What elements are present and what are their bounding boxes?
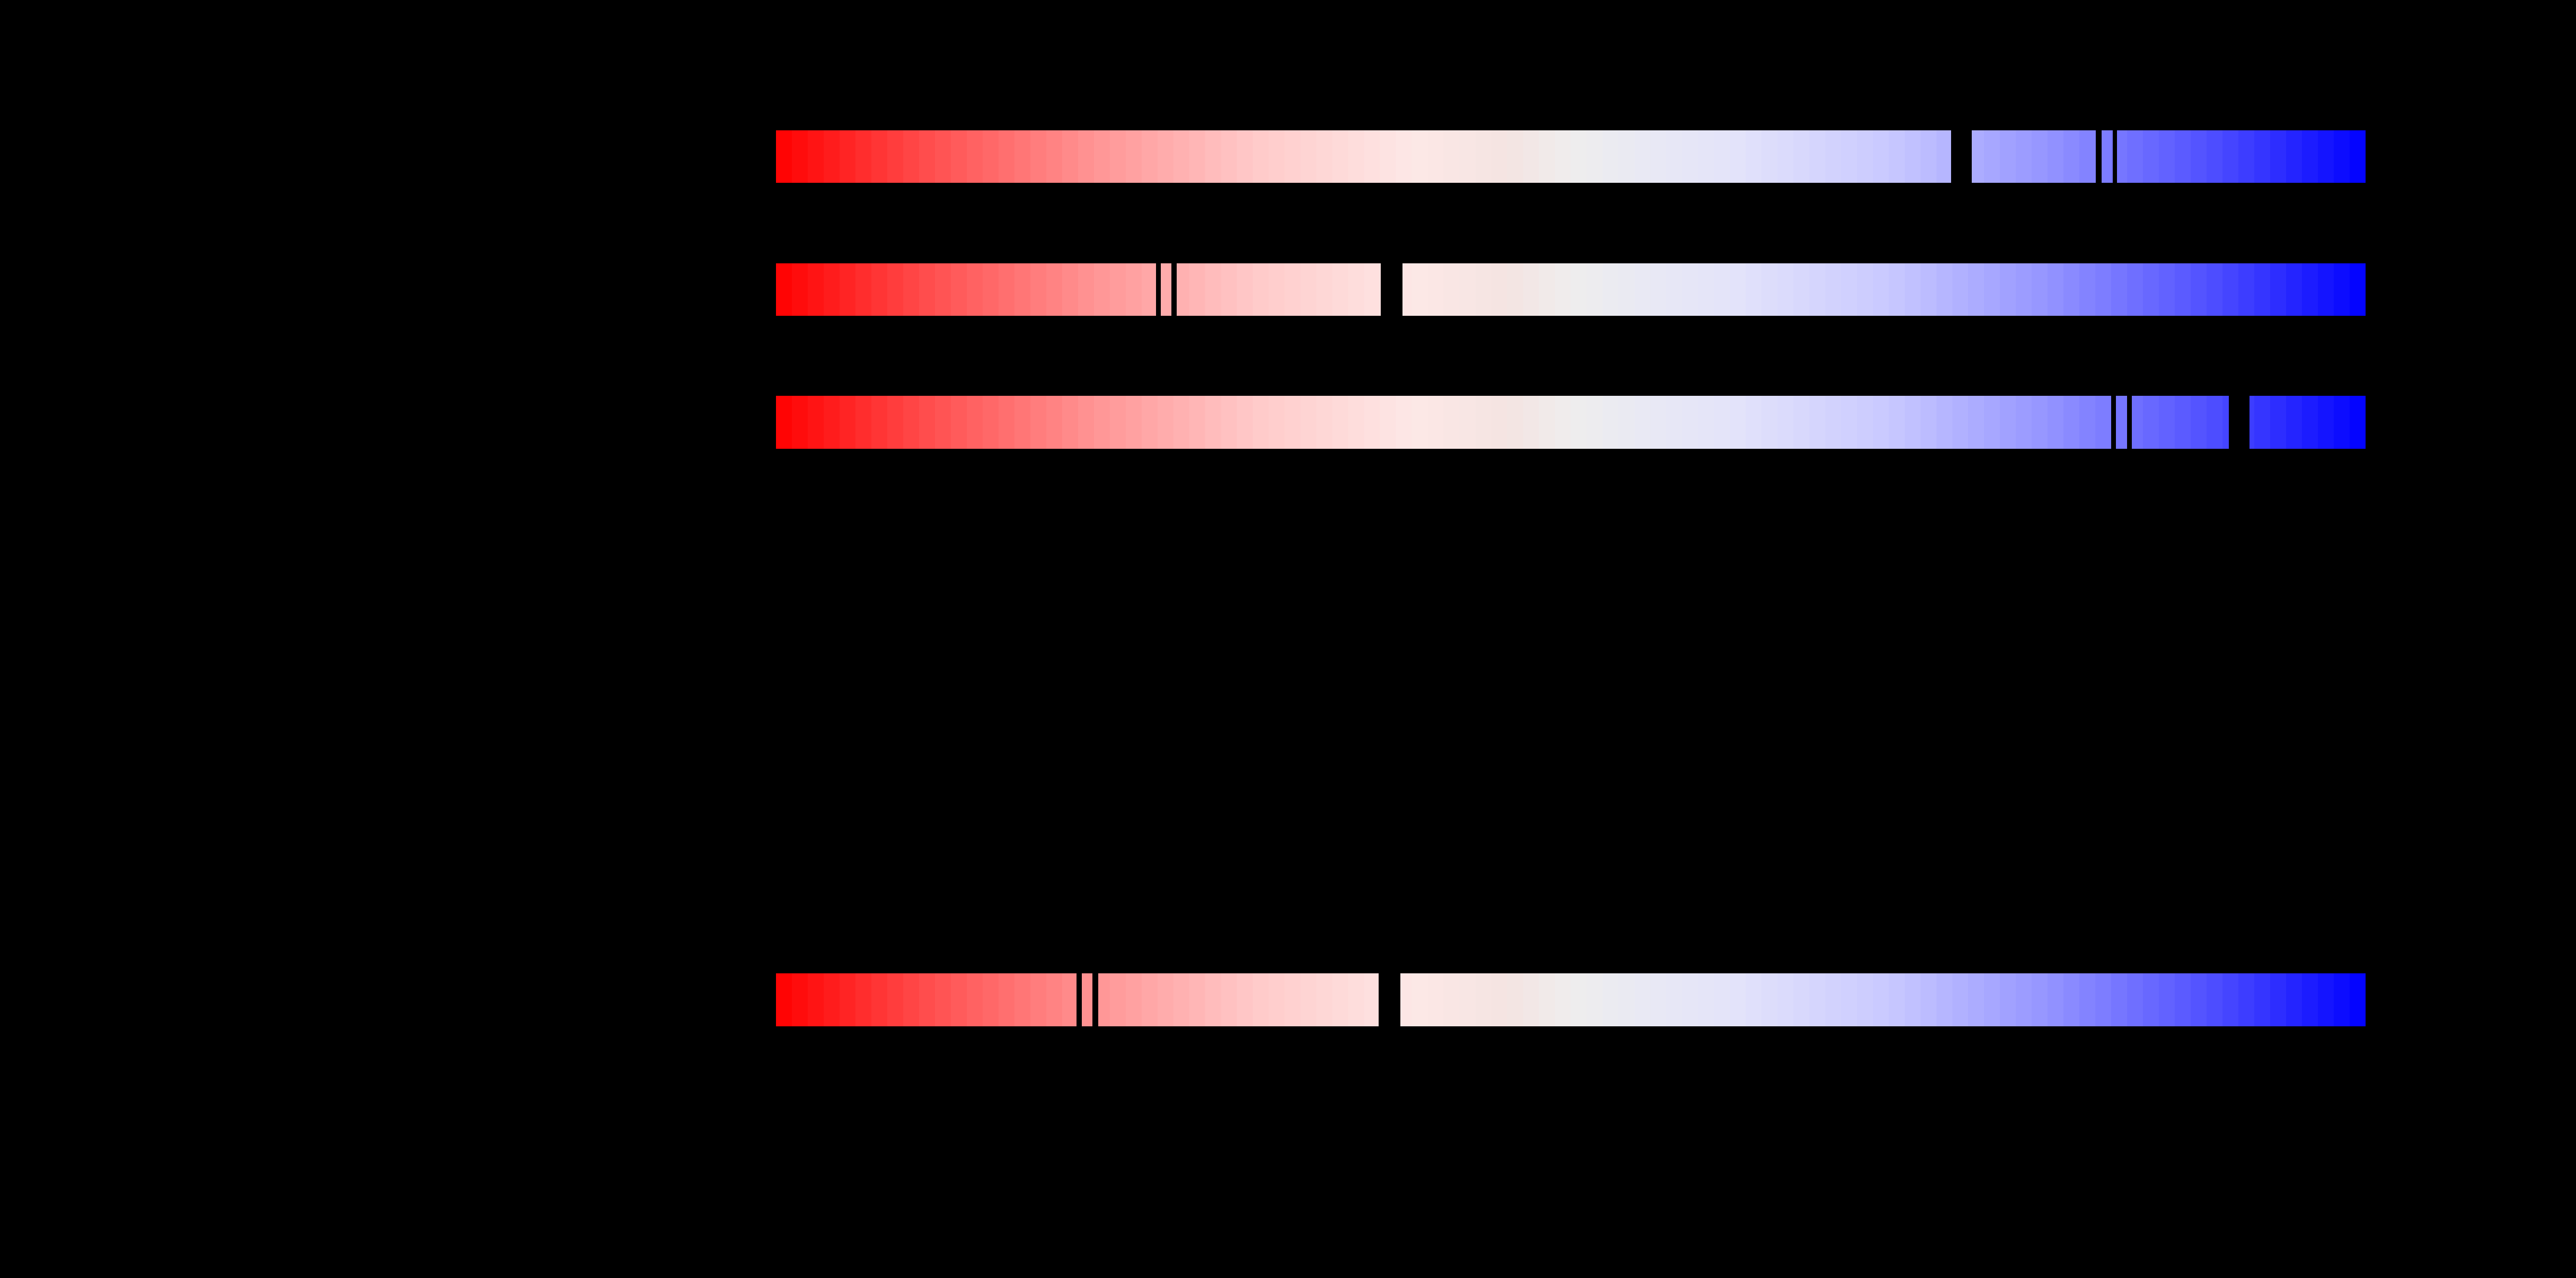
tick-mark [2127,396,2132,449]
gradient-bar-3 [776,396,2366,449]
tick-mark [1156,263,1161,316]
gap-mark [2229,396,2249,449]
tick-mark [2111,396,2116,449]
tick-mark [1092,973,1098,1026]
gap-mark [1379,973,1400,1026]
gradient-bar-1 [776,130,2366,183]
gap-mark [1951,130,1972,183]
tick-mark [1171,263,1177,316]
gap-mark [1381,263,1402,316]
gradient-bar-4 [776,973,2366,1026]
tick-mark [2113,130,2117,183]
tick-mark [2096,130,2102,183]
tick-mark [1077,973,1082,1026]
gradient-bar-2 [776,263,2366,316]
